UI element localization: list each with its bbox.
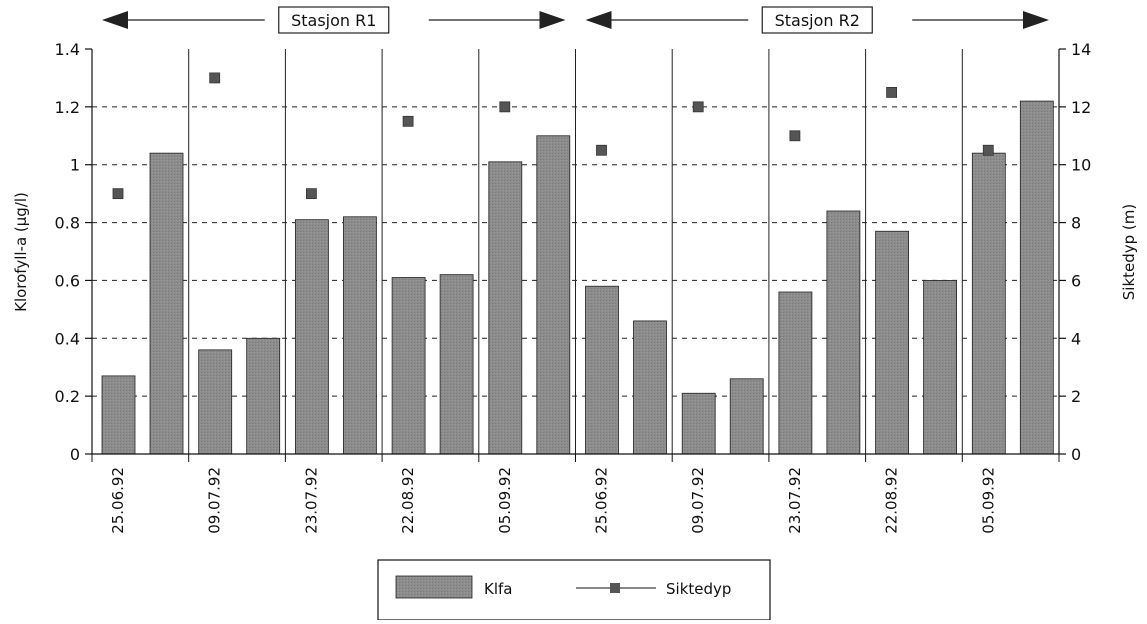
y-tick-label-left: 1.2 — [55, 98, 80, 117]
bars-group — [101, 100, 1054, 455]
y-tick-label-right: 8 — [1071, 214, 1081, 233]
y-tick-label-right: 14 — [1071, 40, 1091, 59]
marker-siktedyp — [789, 130, 801, 142]
x-tick-label: 25.06.92 — [109, 467, 127, 534]
marker-siktedyp — [402, 115, 414, 127]
legend-marker-label: Siktedyp — [666, 580, 731, 598]
y-tick-label-right: 12 — [1071, 98, 1091, 117]
y-tick-label-left: 0.8 — [55, 214, 80, 233]
marker-siktedyp — [499, 101, 511, 113]
bar-klfa — [246, 337, 281, 455]
bar-klfa — [101, 375, 136, 455]
x-tick-label: 05.09.92 — [496, 467, 514, 534]
y-tick-label-right: 0 — [1071, 445, 1081, 464]
bar-klfa — [585, 285, 619, 455]
bar-klfa — [198, 349, 233, 455]
bar-klfa — [391, 277, 426, 455]
gridlines — [92, 49, 1059, 454]
bar-klfa — [971, 152, 1006, 455]
y-tick-label-left: 0.6 — [55, 271, 80, 290]
bar-klfa — [439, 274, 474, 455]
x-tick-label: 22.08.92 — [883, 467, 901, 534]
x-tick-label: 25.06.92 — [593, 467, 611, 534]
markers-group — [112, 72, 994, 200]
bar-klfa — [729, 378, 764, 455]
y-tick-label-right: 4 — [1071, 329, 1081, 348]
station-headers: Stasjon R1 Stasjon R2 — [102, 6, 1049, 34]
legend-bar-swatch — [395, 575, 473, 599]
legend-bar-label: Klfa — [484, 580, 512, 598]
x-tick-label: 22.08.92 — [399, 467, 417, 534]
bar-klfa — [536, 135, 571, 455]
y-tick-label-right: 6 — [1071, 271, 1081, 290]
legend: Klfa Siktedyp — [377, 559, 771, 621]
marker-siktedyp — [886, 86, 897, 98]
x-tick-label: 09.07.92 — [689, 467, 707, 534]
station-label: Stasjon R1 — [291, 11, 376, 30]
y-tick-label-left: 0 — [70, 445, 80, 464]
y-axis-right-label: Siktedyp (m) — [1120, 204, 1138, 301]
arrow-head-right — [1023, 11, 1049, 29]
marker-siktedyp — [982, 144, 994, 156]
station-label: Stasjon R2 — [775, 11, 860, 30]
axes-group: 0 0.2 0.4 0.6 0.8 1 1.2 1.4 0 2 4 6 8 10 12 14 25.06.92 0… — [55, 40, 1092, 534]
bar-klfa — [488, 161, 523, 455]
bar-klfa — [633, 320, 667, 455]
bar-klfa — [875, 230, 909, 455]
marker-siktedyp — [209, 72, 221, 84]
arrow-head-left — [102, 11, 128, 29]
bar-klfa — [294, 219, 329, 455]
bar-klfa — [681, 392, 716, 455]
bar-klfa — [778, 291, 813, 455]
y-axis-left-label: Klorofyll-a (µg/l) — [12, 192, 30, 312]
y-tick-label-left: 1.4 — [55, 40, 80, 59]
bar-klfa — [826, 210, 861, 455]
marker-siktedyp — [305, 188, 317, 200]
x-tick-label: 23.07.92 — [786, 467, 804, 534]
y-tick-label-right: 2 — [1071, 387, 1081, 406]
arrow-head-left — [585, 11, 612, 29]
x-tick-label: 09.07.92 — [206, 467, 224, 534]
y-tick-label-right: 10 — [1071, 156, 1091, 175]
y-tick-label-left: 1 — [70, 156, 80, 175]
station-label-box — [278, 6, 390, 34]
bar-klfa — [342, 216, 377, 455]
legend-marker-symbol — [610, 583, 620, 593]
bar-klfa — [1019, 100, 1054, 455]
marker-siktedyp — [112, 188, 124, 200]
y-tick-label-left: 0.2 — [55, 387, 80, 406]
station-label-box — [761, 6, 873, 34]
bar-klfa — [923, 280, 957, 455]
arrow-head-right — [539, 11, 566, 29]
x-tick-label: 05.09.92 — [979, 467, 997, 534]
y-tick-label-left: 0.4 — [55, 329, 80, 348]
marker-siktedyp — [596, 144, 607, 156]
x-tick-label: 23.07.92 — [302, 467, 320, 534]
marker-siktedyp — [692, 101, 704, 113]
bar-klfa — [149, 152, 184, 455]
